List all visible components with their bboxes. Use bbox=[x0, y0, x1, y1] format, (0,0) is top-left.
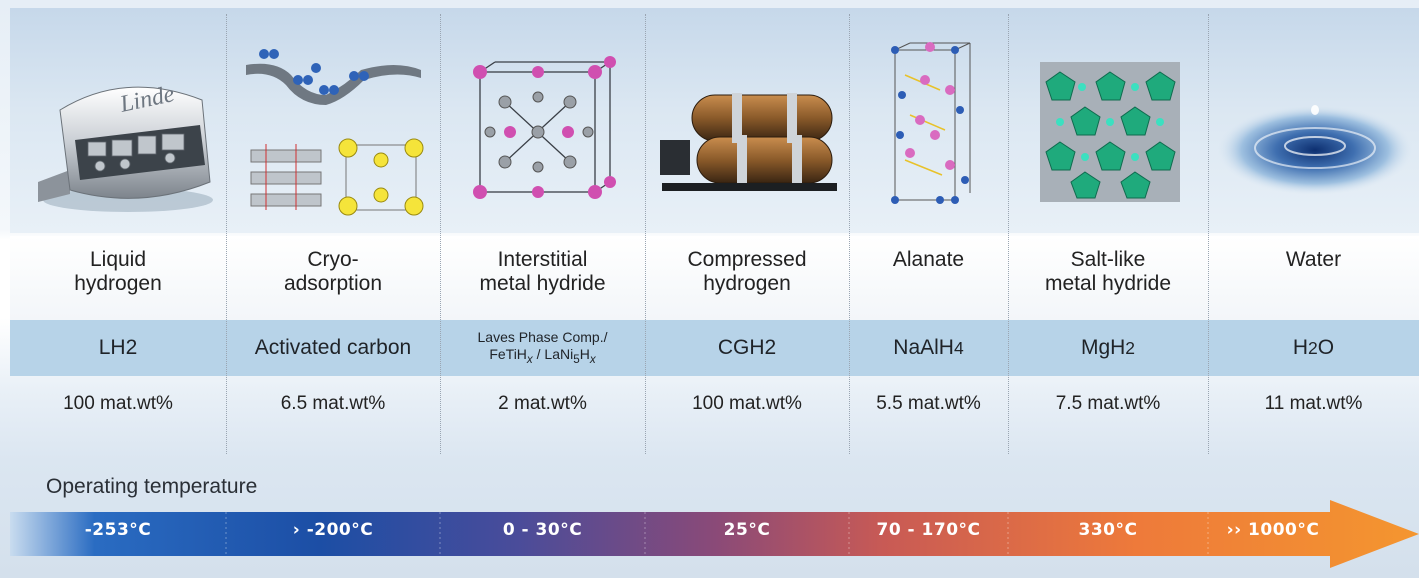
name-line: Compressed bbox=[687, 248, 807, 271]
column-divider bbox=[226, 14, 227, 454]
formula-subscript: 2 bbox=[1308, 337, 1318, 358]
column-divider bbox=[849, 14, 850, 454]
temperature-value: 70 - 170°C bbox=[876, 520, 981, 540]
capacity-value: 7.5 mat.wt% bbox=[1055, 393, 1161, 414]
formula-laves-phase: Laves Phase Comp./ FeTiHx / LaNi5Hx bbox=[440, 322, 645, 374]
formula-part: H bbox=[1292, 336, 1309, 359]
formula-subscript: 4 bbox=[953, 337, 964, 358]
capacity-value: 6.5 mat.wt% bbox=[280, 393, 386, 414]
formula-band bbox=[10, 320, 1419, 376]
name-line: Cryo- bbox=[307, 248, 359, 271]
name-line: Liquid bbox=[89, 248, 147, 271]
name-band bbox=[10, 236, 1419, 320]
formula-line: FeTiHx / LaNi5Hx bbox=[489, 346, 595, 368]
storage-name-salt-like: Salt-like metal hydride bbox=[1008, 248, 1208, 296]
capacity-value: 100 mat.wt% bbox=[63, 393, 173, 414]
formula-part: H bbox=[579, 345, 590, 362]
temperature-value: -253°C bbox=[84, 520, 152, 540]
name-line: hydrogen bbox=[703, 272, 791, 295]
column-divider bbox=[440, 14, 441, 454]
formula-part: NaAlH bbox=[893, 336, 954, 359]
name-line: Alanate bbox=[892, 248, 965, 271]
alanate-structure-icon bbox=[891, 42, 971, 204]
cryo-adsorption-structure-icon bbox=[246, 49, 424, 216]
formula-part: FeTiH bbox=[489, 345, 527, 362]
liquid-hydrogen-tank-icon: Linde bbox=[38, 81, 213, 212]
capacity-value: 11 mat.wt% bbox=[1264, 393, 1363, 414]
storage-name-liquid-hydrogen: Liquid hydrogen bbox=[10, 248, 226, 296]
name-line: Water bbox=[1285, 248, 1342, 271]
storage-name-cryo-adsorption: Cryo- adsorption bbox=[226, 248, 440, 296]
temperature-value: › -200°C bbox=[292, 520, 374, 540]
name-line: Interstitial bbox=[497, 248, 588, 271]
formula-part: / LaNi bbox=[532, 345, 574, 362]
column-divider bbox=[1008, 14, 1009, 454]
temperature-value: 0 - 30°C bbox=[502, 520, 583, 540]
formula-subscript: x bbox=[589, 352, 596, 366]
temperature-value: ›› 1000°C bbox=[1226, 520, 1320, 540]
formula-mgh2: MgH 2 bbox=[1008, 322, 1208, 374]
formula-subscript: x bbox=[526, 352, 533, 366]
pressure-tank-icon bbox=[660, 93, 837, 191]
crystal-lattice-icon bbox=[473, 56, 616, 199]
formula-subscript: 2 bbox=[1125, 337, 1136, 358]
name-line: metal hydride bbox=[1044, 272, 1172, 295]
storage-name-compressed: Compressed hydrogen bbox=[645, 248, 849, 296]
formula-line: Laves Phase Comp./ bbox=[477, 328, 608, 345]
storage-name-interstitial: Interstitial metal hydride bbox=[440, 248, 645, 296]
storage-name-water: Water bbox=[1208, 248, 1419, 272]
formula-part: MgH bbox=[1080, 336, 1126, 359]
temperature-value: 330°C bbox=[1078, 520, 1138, 540]
name-line: Salt-like bbox=[1070, 248, 1146, 271]
formula-subscript: 5 bbox=[573, 352, 580, 366]
water-drop-icon bbox=[1217, 105, 1413, 195]
name-line: hydrogen bbox=[74, 272, 162, 295]
name-line: adsorption bbox=[283, 272, 383, 295]
capacity-value: 100 mat.wt% bbox=[692, 393, 802, 414]
formula-lh2: LH2 bbox=[98, 336, 138, 359]
storage-name-alanate: Alanate bbox=[849, 248, 1008, 272]
name-line: metal hydride bbox=[479, 272, 606, 295]
column-divider bbox=[645, 14, 646, 454]
operating-temperature-label: Operating temperature bbox=[46, 475, 258, 498]
capacity-value: 2 mat.wt% bbox=[498, 393, 587, 414]
formula-cgh2: CGH2 bbox=[717, 336, 777, 359]
column-divider bbox=[1208, 14, 1209, 454]
formula-part: O bbox=[1317, 336, 1335, 359]
temperature-value: 25°C bbox=[723, 520, 771, 540]
formula-activated-carbon: Activated carbon bbox=[254, 336, 412, 359]
capacity-value: 5.5 mat.wt% bbox=[876, 393, 981, 414]
formula-naalh4: NaAlH 4 bbox=[849, 322, 1008, 374]
temperature-arrow bbox=[10, 500, 1419, 568]
salt-hydride-structure-icon bbox=[1040, 62, 1180, 202]
